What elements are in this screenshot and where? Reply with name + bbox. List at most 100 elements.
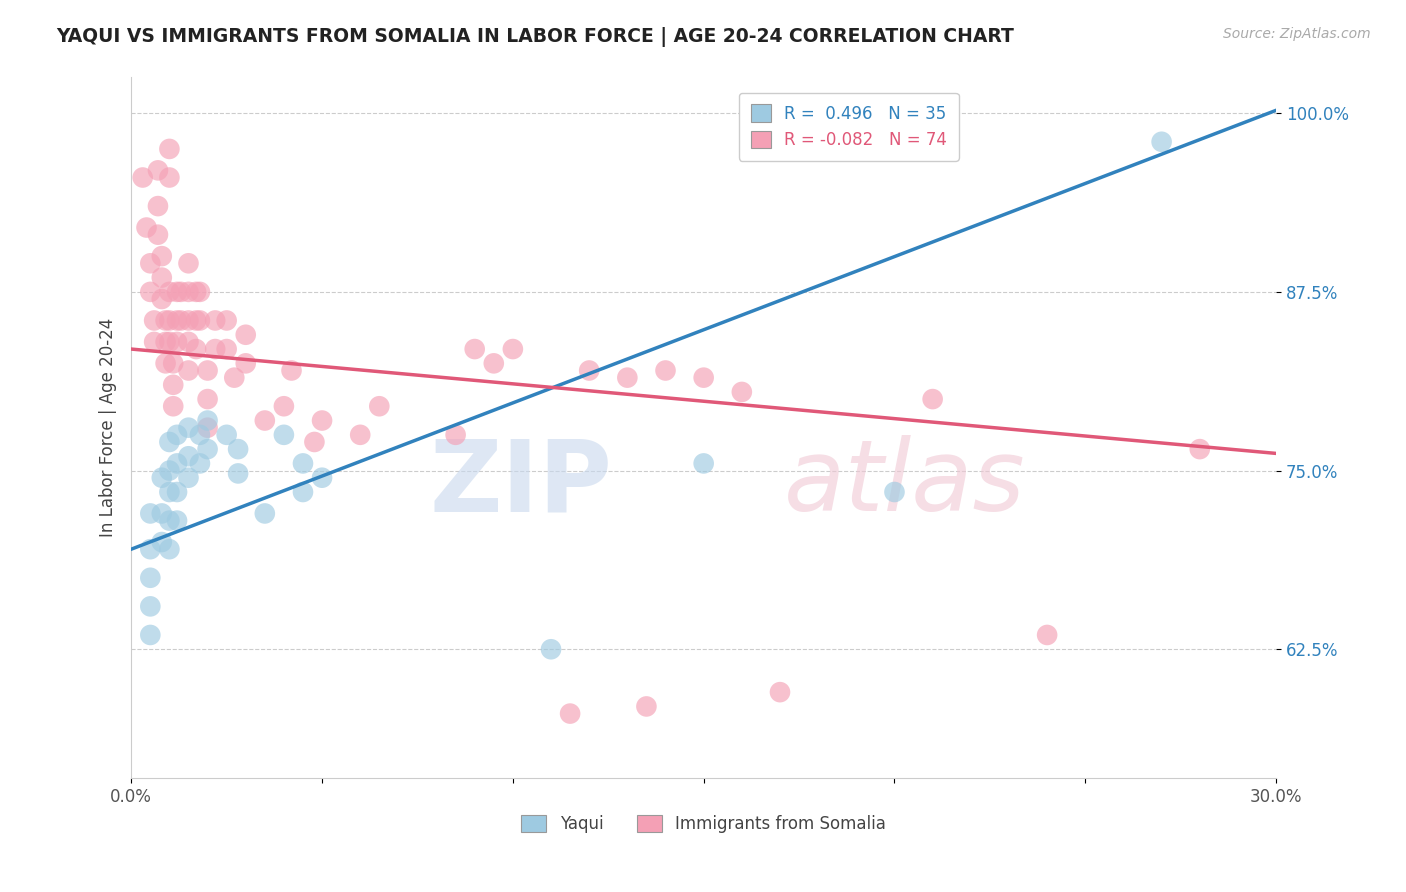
Point	[1188, 442, 1211, 457]
Point	[188, 285, 211, 299]
Point	[197, 363, 219, 377]
Point	[1150, 135, 1173, 149]
Point	[349, 427, 371, 442]
Point	[146, 163, 169, 178]
Point	[235, 356, 257, 370]
Point	[157, 542, 180, 557]
Text: YAQUI VS IMMIGRANTS FROM SOMALIA IN LABOR FORCE | AGE 20-24 CORRELATION CHART: YAQUI VS IMMIGRANTS FROM SOMALIA IN LABO…	[56, 27, 1014, 46]
Point	[226, 467, 249, 481]
Point	[215, 342, 238, 356]
Point	[197, 392, 219, 406]
Point	[131, 170, 153, 185]
Point	[636, 699, 658, 714]
Point	[146, 199, 169, 213]
Point	[157, 285, 180, 299]
Text: atlas: atlas	[783, 435, 1025, 533]
Point	[139, 628, 162, 642]
Point	[139, 507, 162, 521]
Y-axis label: In Labor Force | Age 20-24: In Labor Force | Age 20-24	[100, 318, 117, 537]
Point	[253, 507, 276, 521]
Point	[139, 599, 162, 614]
Point	[204, 313, 226, 327]
Point	[273, 427, 295, 442]
Point	[291, 485, 314, 500]
Point	[155, 356, 177, 370]
Text: Source: ZipAtlas.com: Source: ZipAtlas.com	[1223, 27, 1371, 41]
Point	[731, 384, 754, 399]
Point	[197, 420, 219, 434]
Point	[311, 471, 333, 485]
Point	[150, 535, 173, 549]
Point	[235, 327, 257, 342]
Point	[166, 514, 188, 528]
Point	[157, 434, 180, 449]
Point	[188, 457, 211, 471]
Point	[166, 285, 188, 299]
Point	[146, 227, 169, 242]
Point	[166, 485, 188, 500]
Point	[444, 427, 467, 442]
Point	[215, 427, 238, 442]
Point	[135, 220, 157, 235]
Point	[280, 363, 302, 377]
Point	[692, 457, 714, 471]
Point	[177, 450, 200, 464]
Point	[291, 457, 314, 471]
Point	[166, 427, 188, 442]
Point	[166, 334, 188, 349]
Point	[769, 685, 792, 699]
Point	[155, 313, 177, 327]
Point	[253, 413, 276, 427]
Point	[139, 571, 162, 585]
Point	[157, 485, 180, 500]
Point	[177, 471, 200, 485]
Point	[184, 342, 207, 356]
Point	[578, 363, 600, 377]
Point	[304, 434, 326, 449]
Point	[184, 285, 207, 299]
Point	[170, 313, 193, 327]
Point	[177, 285, 200, 299]
Point	[540, 642, 562, 657]
Point	[197, 442, 219, 457]
Point	[273, 399, 295, 413]
Point	[143, 313, 166, 327]
Point	[311, 413, 333, 427]
Point	[188, 313, 211, 327]
Point	[482, 356, 505, 370]
Legend: R =  0.496   N = 35, R = -0.082   N = 74: R = 0.496 N = 35, R = -0.082 N = 74	[740, 93, 959, 161]
Point	[157, 170, 180, 185]
Point	[157, 514, 180, 528]
Point	[883, 485, 905, 500]
Point	[162, 399, 184, 413]
Point	[155, 334, 177, 349]
Point	[177, 363, 200, 377]
Point	[150, 471, 173, 485]
Point	[162, 356, 184, 370]
Point	[188, 427, 211, 442]
Point	[177, 420, 200, 434]
Point	[157, 334, 180, 349]
Point	[204, 342, 226, 356]
Point	[143, 334, 166, 349]
Point	[692, 370, 714, 384]
Point	[139, 256, 162, 270]
Point	[139, 542, 162, 557]
Point	[166, 313, 188, 327]
Point	[921, 392, 943, 406]
Point	[197, 413, 219, 427]
Point	[558, 706, 581, 721]
Point	[157, 464, 180, 478]
Point	[1036, 628, 1059, 642]
Point	[150, 507, 173, 521]
Point	[177, 256, 200, 270]
Point	[224, 370, 246, 384]
Point	[150, 270, 173, 285]
Point	[177, 334, 200, 349]
Point	[162, 377, 184, 392]
Point	[150, 249, 173, 263]
Point	[226, 442, 249, 457]
Point	[150, 292, 173, 306]
Point	[654, 363, 676, 377]
Point	[464, 342, 486, 356]
